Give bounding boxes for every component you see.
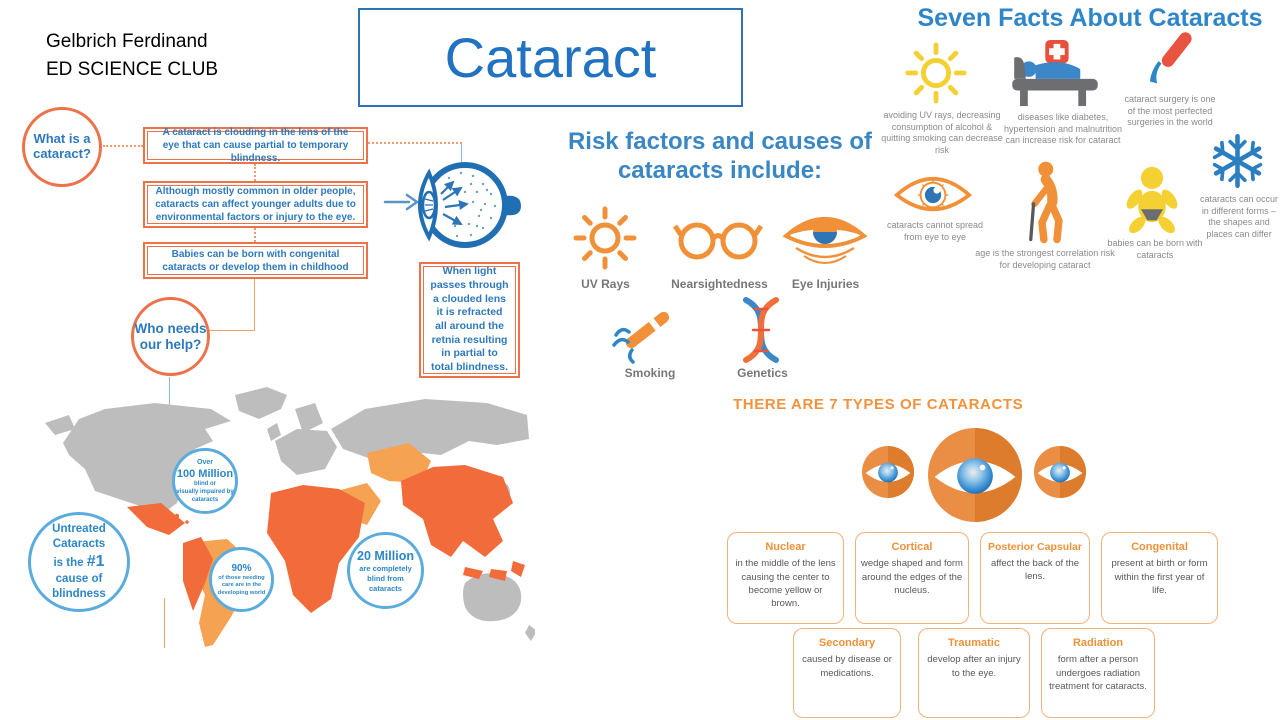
stat-value: 100 Million	[176, 467, 234, 480]
type-box-cortical: Cortical wedge shaped and form around th…	[855, 532, 969, 624]
type-name: Traumatic	[948, 637, 1000, 649]
connector-line	[368, 142, 462, 144]
fact-caption-age: age is the strongest correlation risk fo…	[975, 248, 1115, 270]
connector-line	[254, 279, 255, 331]
eye-in-circle-icon	[928, 428, 1022, 522]
world-map	[45, 387, 535, 647]
connector-line	[254, 164, 256, 181]
who-needs-help-circle: Who needs our help?	[131, 297, 210, 376]
sun-icon	[573, 206, 637, 270]
connector-line	[209, 330, 255, 331]
stat-value: 20 Million	[357, 548, 414, 563]
type-box-traumatic: Traumatic develop after an injury to the…	[918, 628, 1030, 718]
fact-caption-surgery: cataract surgery is one of the most perf…	[1124, 94, 1216, 128]
type-box-radiation: Radiation form after a person undergoes …	[1041, 628, 1155, 718]
light-refraction-box: When light passes through a clouded lens…	[419, 262, 520, 378]
type-desc: affect the back of the lens.	[990, 557, 1080, 582]
type-box-nuclear: Nuclear in the middle of the lens causin…	[727, 532, 844, 624]
stat-circle-untreated: Untreated Cataracts is the #1 cause of b…	[28, 512, 130, 612]
flow-box-2-text: Although mostly common in older people, …	[155, 186, 356, 223]
fact-caption-spread: cataracts cannot spread from eye to eye	[886, 220, 984, 242]
connector-line	[169, 377, 170, 413]
flow-box-1: A cataract is clouding in the lens of th…	[143, 127, 368, 164]
type-desc: present at birth or form within the firs…	[1111, 558, 1208, 596]
type-name: Secondary	[818, 637, 876, 649]
type-name: Nuclear	[765, 541, 806, 553]
title-box: Cataract	[358, 8, 743, 107]
author-club: ED SCIENCE CLUB	[46, 58, 219, 80]
stat-circle-100-million: Over 100 Million blind or visually impai…	[172, 448, 238, 514]
scalpel-icon	[1149, 32, 1192, 84]
type-desc: wedge shaped and form around the edges o…	[861, 558, 963, 596]
what-is-cataract-circle: What is a cataract?	[22, 107, 102, 187]
type-desc: in the middle of the lens causing the ce…	[735, 558, 836, 610]
type-box-secondary: Secondary caused by disease or medicatio…	[793, 628, 901, 718]
stat-value: 90%	[231, 562, 252, 574]
fact-caption-forms: cataracts can occur in different forms –…	[1199, 194, 1279, 240]
type-box-congenital: Congenital present at birth or form with…	[1101, 532, 1218, 624]
snowflake-icon	[1212, 133, 1263, 189]
type-box-posterior-capsular: Posterior Capsular affect the back of th…	[980, 532, 1090, 624]
flow-box-1-text: A cataract is clouding in the lens of th…	[162, 127, 349, 164]
stat-caption: blind or visually impaired by cataracts	[176, 481, 234, 503]
page-title: Cataract	[444, 26, 657, 89]
eye-icon	[893, 176, 973, 212]
connector-line	[164, 598, 165, 648]
type-desc: develop after an injury to the eye.	[927, 654, 1021, 679]
stat-circle-90-percent: 90% of those needing care are in the dev…	[209, 547, 274, 612]
eye-in-circle-icon	[862, 446, 914, 498]
stat-caption: of those needing care are in the develop…	[217, 574, 266, 596]
risk-label-nearsightedness: Nearsightedness	[671, 277, 768, 291]
stat-line: Untreated Cataracts	[52, 522, 106, 550]
baby-icon	[1126, 166, 1178, 234]
risk-label-uv: UV Rays	[581, 277, 630, 291]
seven-facts-title: Seven Facts About Cataracts	[917, 4, 1263, 32]
type-name: Cortical	[891, 541, 933, 553]
fact-caption-uv: avoiding UV rays, decreasing consumption…	[881, 110, 1003, 156]
elderly-man-icon	[1029, 161, 1063, 244]
type-name: Radiation	[1072, 637, 1124, 649]
hospital-bed-icon	[1012, 40, 1098, 107]
stat-value: #1	[86, 552, 105, 570]
glasses-icon	[672, 222, 764, 260]
eye-in-circle-icon	[1034, 446, 1086, 498]
dna-icon	[743, 297, 779, 363]
stat-circle-20-million: 20 Million are completely blind from cat…	[347, 532, 424, 609]
type-desc: caused by disease or medications.	[802, 654, 892, 679]
flow-box-3: Babies can be born with congenital catar…	[143, 242, 368, 279]
eye-cross-section-icon	[383, 162, 521, 248]
stat-prefix: Over	[197, 458, 213, 466]
type-name: Posterior Capsular	[988, 541, 1082, 553]
what-is-cataract-label: What is a cataract?	[33, 131, 91, 161]
stat-caption: are completely blind from cataracts	[359, 564, 412, 593]
flow-box-2: Although mostly common in older people, …	[143, 181, 368, 228]
injured-eye-icon	[782, 217, 868, 264]
connector-line	[103, 145, 143, 147]
light-refraction-text: When light passes through a clouded lens…	[430, 265, 509, 373]
author-credit: Gelbrich Ferdinand ED SCIENCE CLUB	[46, 28, 218, 83]
stat-line: cause of blindness	[52, 573, 106, 601]
stat-line: is the	[53, 556, 87, 569]
risk-section-title: Risk factors and causes of cataracts inc…	[567, 128, 873, 184]
connector-line	[254, 228, 256, 242]
connector-line	[461, 144, 462, 166]
risk-label-eye-injuries: Eye Injuries	[791, 277, 860, 291]
author-name: Gelbrich Ferdinand	[46, 31, 208, 52]
flow-box-3-text: Babies can be born with congenital catar…	[162, 248, 349, 273]
fact-caption-diseases: diseases like diabetes, hypertension and…	[1003, 112, 1123, 146]
risk-label-smoking: Smoking	[624, 366, 676, 380]
types-section-title: THERE ARE 7 TYPES OF CATARACTS	[733, 396, 1024, 413]
fact-caption-babies: babies can be born with cataracts	[1107, 238, 1203, 260]
risk-label-genetics: Genetics	[737, 366, 788, 380]
cigarette-icon	[612, 311, 670, 364]
sun-icon	[905, 42, 967, 104]
type-desc: form after a person undergoes radiation …	[1049, 654, 1147, 692]
who-needs-help-label: Who needs our help?	[134, 320, 207, 352]
type-name: Congenital	[1131, 541, 1188, 553]
